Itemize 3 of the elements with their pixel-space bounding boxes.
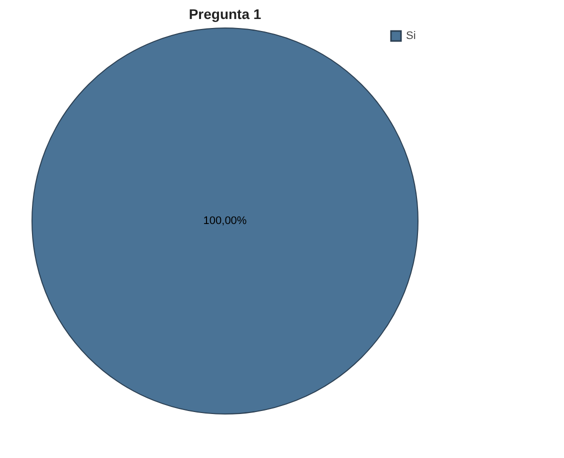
chart-title: Pregunta 1 (188, 6, 262, 22)
legend-label: Si (406, 30, 416, 42)
data-label: 100,00% (203, 215, 247, 227)
